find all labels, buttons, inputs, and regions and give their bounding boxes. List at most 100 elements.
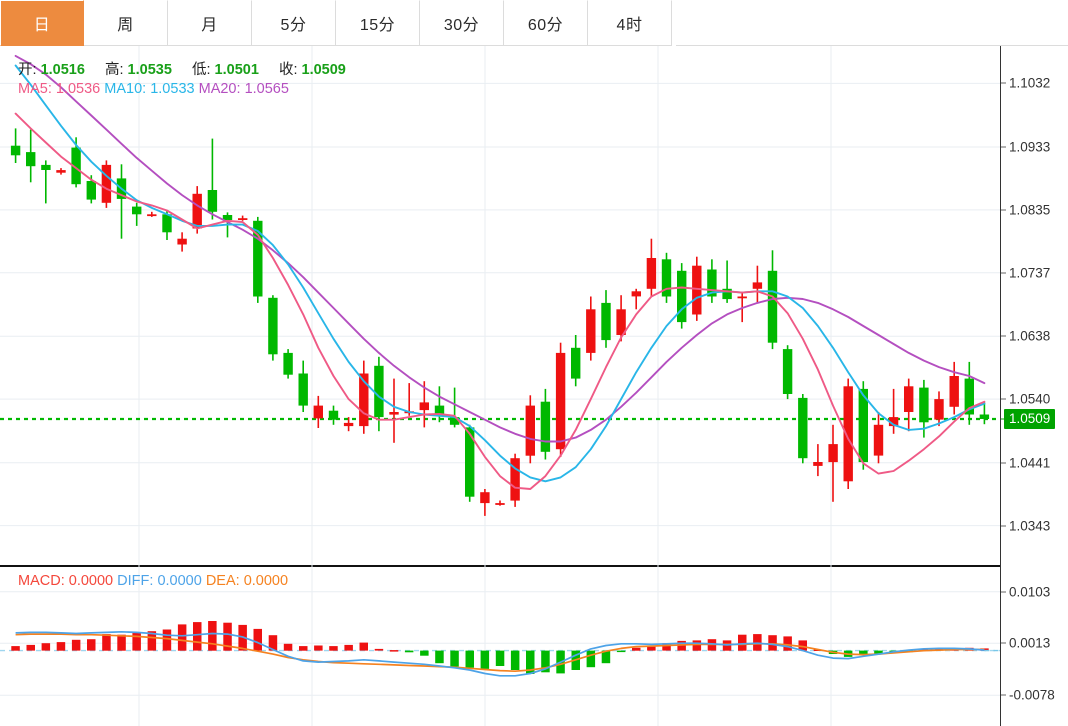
price-chart-panel[interactable]: 开: 1.0516 高: 1.0535 低: 1.0501 收: 1.0509 … bbox=[0, 46, 1068, 565]
candle bbox=[677, 263, 687, 329]
macd-bar bbox=[283, 643, 293, 651]
macd-bar bbox=[102, 634, 111, 651]
current-price-badge: 1.0509 bbox=[1004, 409, 1056, 430]
candle bbox=[389, 378, 399, 443]
macd-bar bbox=[435, 650, 444, 664]
candle bbox=[283, 349, 293, 379]
macd-bar bbox=[495, 650, 505, 666]
macd-bar bbox=[586, 650, 596, 668]
macd-bar bbox=[87, 639, 96, 651]
candle bbox=[888, 388, 899, 434]
tab-label: 5分 bbox=[280, 17, 307, 34]
tab-label: 4时 bbox=[616, 17, 643, 34]
dea-label: DEA: bbox=[205, 573, 240, 589]
ma10-label: MA10: bbox=[104, 81, 147, 97]
macd-bar bbox=[874, 650, 883, 654]
candle bbox=[540, 388, 551, 460]
panel-separator bbox=[0, 565, 1000, 567]
candle bbox=[601, 290, 611, 348]
candle bbox=[41, 160, 51, 204]
macd-bar bbox=[223, 622, 232, 651]
macd-bar bbox=[768, 635, 777, 651]
ma20-label: MA20: bbox=[198, 81, 241, 97]
macd-axis-label: 0.0013 bbox=[1009, 635, 1051, 651]
candle bbox=[147, 211, 157, 217]
candle bbox=[328, 405, 339, 425]
candlestick-plot bbox=[0, 46, 1000, 565]
macd-bar bbox=[798, 640, 807, 651]
tab-0[interactable]: 日 bbox=[0, 0, 84, 46]
candle bbox=[843, 378, 853, 489]
tab-label: 60分 bbox=[527, 17, 564, 34]
candle bbox=[949, 361, 959, 415]
candle bbox=[661, 252, 672, 303]
tab-6[interactable]: 60分 bbox=[504, 0, 588, 46]
macd-bar bbox=[56, 642, 66, 651]
candle bbox=[525, 395, 535, 464]
axis-tick bbox=[1000, 591, 1006, 593]
macd-bar bbox=[389, 650, 399, 652]
tab-3[interactable]: 5分 bbox=[252, 0, 336, 46]
candle bbox=[26, 129, 36, 183]
axis-tick bbox=[1000, 462, 1006, 464]
tab-4[interactable]: 15分 bbox=[336, 0, 420, 46]
axis-tick bbox=[1000, 82, 1006, 84]
tab-label: 月 bbox=[201, 17, 218, 34]
candle bbox=[798, 394, 808, 464]
macd-bar bbox=[117, 634, 126, 651]
candle bbox=[162, 211, 172, 240]
macd-bar bbox=[177, 624, 187, 651]
candle bbox=[782, 345, 793, 400]
macd-bar bbox=[253, 628, 262, 651]
macd-axis: 0.0103 0.0013 -0.0078 bbox=[1000, 565, 1068, 726]
tab-2[interactable]: 月 bbox=[168, 0, 252, 46]
candle bbox=[116, 164, 127, 239]
macd-bar bbox=[268, 635, 278, 651]
macd-bar bbox=[26, 644, 35, 651]
candle bbox=[631, 288, 641, 310]
axis-tick bbox=[1000, 694, 1006, 696]
macd-bar bbox=[359, 642, 368, 651]
macd-bar bbox=[632, 647, 641, 651]
macd-legend: MACD: 0.0000 DIFF: 0.0000 DEA: 0.0000 bbox=[18, 573, 288, 589]
moving-average-legend: MA5: 1.0536 MA10: 1.0533 MA20: 1.0565 bbox=[18, 81, 289, 97]
macd-bar bbox=[480, 650, 490, 669]
candle bbox=[964, 361, 974, 425]
macd-bar bbox=[662, 643, 671, 651]
macd-bar bbox=[647, 646, 656, 651]
tab-1[interactable]: 周 bbox=[84, 0, 168, 46]
axis-tick bbox=[1000, 642, 1006, 644]
macd-bar bbox=[162, 629, 172, 651]
macd-bar bbox=[980, 648, 989, 651]
candle bbox=[10, 128, 21, 163]
dea-value: 0.0000 bbox=[243, 573, 289, 589]
macd-bar bbox=[299, 646, 308, 651]
price-axis-label: 1.0638 bbox=[1009, 328, 1051, 344]
tab-7[interactable]: 4时 bbox=[588, 0, 672, 46]
candle bbox=[495, 500, 505, 506]
candle bbox=[722, 260, 732, 303]
tab-label: 30分 bbox=[443, 17, 480, 34]
macd-bar bbox=[329, 646, 338, 651]
tab-bar-filler bbox=[676, 0, 1068, 46]
macd-bar bbox=[783, 636, 792, 651]
macd-bar bbox=[71, 639, 81, 651]
macd-bar bbox=[374, 648, 384, 651]
candle bbox=[510, 453, 520, 507]
candle bbox=[343, 417, 354, 432]
candle bbox=[56, 168, 66, 175]
tab-5[interactable]: 30分 bbox=[420, 0, 504, 46]
axis-tick bbox=[1000, 335, 1006, 337]
macd-bar bbox=[465, 650, 474, 668]
macd-bar bbox=[859, 650, 868, 656]
ma10-value: 1.0533 bbox=[150, 81, 195, 97]
macd-axis-label: -0.0078 bbox=[1009, 687, 1055, 703]
candle bbox=[313, 395, 323, 428]
chart-area: 开: 1.0516 高: 1.0535 低: 1.0501 收: 1.0509 … bbox=[0, 46, 1068, 726]
candle bbox=[586, 296, 596, 361]
price-axis-label: 1.0540 bbox=[1009, 391, 1051, 407]
macd-bar bbox=[616, 650, 626, 653]
price-axis-label: 1.0441 bbox=[1009, 455, 1051, 471]
macd-axis-label: 0.0103 bbox=[1009, 584, 1051, 600]
macd-panel[interactable]: MACD: 0.0000 DIFF: 0.0000 DEA: 0.0000 0.… bbox=[0, 565, 1068, 726]
